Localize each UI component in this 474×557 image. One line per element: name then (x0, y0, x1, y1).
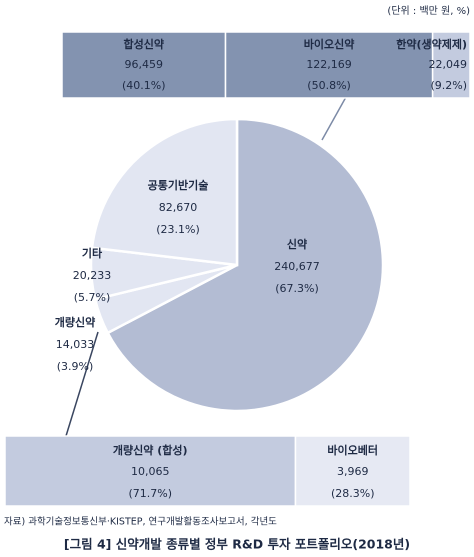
pie-slice (106, 117, 385, 413)
breakdown-value: 122,169 (306, 58, 352, 71)
source: 자료) 과학기술정보통신부·KISTEP, 연구개발활동조사보고서, 각년도 (4, 516, 277, 528)
slice-label: 공통기반기술 (148, 178, 209, 192)
breakdown-share: (40.1%) (122, 79, 166, 92)
breakdown-share: (28.3%) (331, 487, 375, 500)
breakdown-value: 3,969 (337, 465, 369, 478)
value-label: 82,670 (159, 201, 198, 214)
breakdown-share: (71.7%) (128, 487, 172, 500)
pie-slice (90, 117, 239, 267)
value-label: 20,233 (73, 269, 112, 282)
breakdown-share: (50.8%) (307, 79, 351, 92)
breakdown-label: 개량신약 (합성) (113, 443, 188, 457)
slice-label: 기타 (82, 246, 103, 260)
breakdown-box (294, 435, 411, 507)
breakdown-label: 바이오베터 (327, 443, 378, 457)
chart-title: [그림 4] 신약개발 종류별 정부 R&D 투자 포트폴리오(2018년) (64, 537, 410, 552)
breakdown-box (4, 435, 297, 507)
breakdown-box (431, 31, 471, 99)
value-label: 240,677 (274, 260, 320, 273)
share-label: (67.3%) (275, 282, 319, 295)
breakdown-label: 한약(생약제제) (396, 37, 467, 51)
breakdown-value: 22,049 (429, 58, 468, 71)
connector (321, 96, 347, 141)
breakdown-label: 바이오신약 (304, 37, 355, 51)
breakdown-value: 10,065 (131, 465, 170, 478)
breakdown-box (224, 31, 434, 99)
share-label: (3.9%) (57, 360, 94, 373)
breakdown-share: (9.2%) (430, 79, 467, 92)
slice-label: 개량신약 (55, 315, 95, 329)
share-label: (23.1%) (156, 223, 200, 236)
breakdown-box (61, 31, 227, 99)
connector (65, 331, 99, 437)
breakdown-value: 96,459 (125, 58, 164, 71)
share-label: (5.7%) (74, 291, 111, 304)
breakdown-label: 합성신약 (124, 37, 164, 51)
unit-note: (단위 : 백만 원, %) (387, 4, 470, 17)
value-label: 14,033 (56, 338, 95, 351)
slice-label: 신약 (287, 237, 307, 251)
